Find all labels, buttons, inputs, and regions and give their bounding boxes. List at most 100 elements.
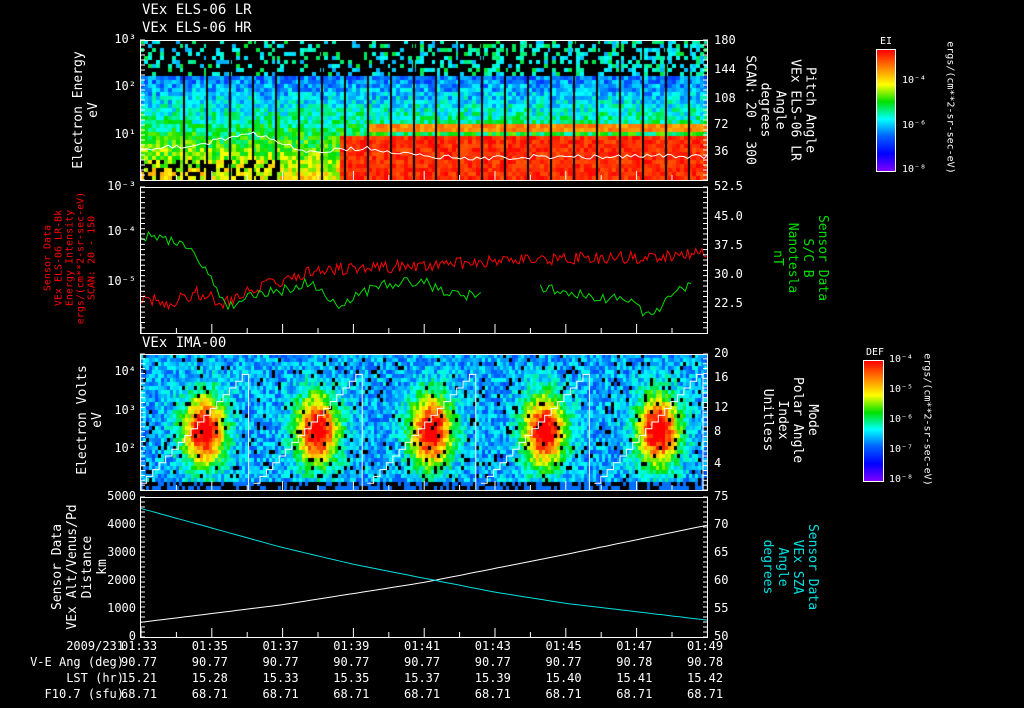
magnetic-field-line xyxy=(140,230,692,317)
panel2-ylabel: Sensor Data VEx ELS-06 LR-Bk Energy Inte… xyxy=(42,191,98,325)
panel4-ylabel: Sensor Data VEx Alt/Venus/Pd Distance km xyxy=(50,504,110,630)
panel1-right-ylabel: Pitch Angle VEx ELS-06 LR Angle degrees … xyxy=(742,55,818,165)
tick-label: 52.5 xyxy=(714,179,743,193)
tick-label: 30.0 xyxy=(714,267,743,281)
row-value: 90.77 xyxy=(262,655,299,669)
row-value: 90.77 xyxy=(404,655,441,669)
tick-label: 10⁻⁵ xyxy=(107,274,136,288)
tick-label: 60 xyxy=(714,573,729,587)
row-value: 68.71 xyxy=(404,687,441,701)
polar-angle-index-line xyxy=(253,373,363,490)
colorbar-ei xyxy=(876,49,896,172)
tick-label: 36 xyxy=(714,144,729,158)
sza-line xyxy=(140,507,708,621)
tick-label: 10³ xyxy=(114,32,136,46)
pitch-angle-overlay xyxy=(140,131,708,161)
colorbar2-label: DEF xyxy=(866,347,885,358)
tick-label: 10⁴ xyxy=(114,364,136,378)
polar-angle-overlay xyxy=(140,373,704,490)
sensor-b-plot xyxy=(140,230,708,317)
tick-label: 72 xyxy=(714,117,729,131)
row-value: 68.71 xyxy=(545,687,582,701)
colorbar1-tick: 10⁻⁸ xyxy=(902,164,927,175)
row-value: 15.37 xyxy=(404,671,441,685)
tick-label: 2000 xyxy=(107,573,136,587)
row-label: LST (hr) xyxy=(66,671,124,685)
row-value: 68.71 xyxy=(262,687,299,701)
tick-label: 22.5 xyxy=(714,296,743,310)
colorbar1-units: ergs/(cm**2-sr-sec-eV) xyxy=(944,41,956,174)
row-value: 15.21 xyxy=(121,671,158,685)
panel2-right-ylabel: Sensor Data S/C B Nanotesla nT xyxy=(770,214,830,302)
energy-intensity-line xyxy=(140,246,708,311)
altitude-sza-plot xyxy=(140,507,708,623)
tick-label: 10⁻³ xyxy=(107,179,136,193)
panel1-ylabel: Electron Energy eV xyxy=(71,51,101,169)
row-label: V-E Ang (deg) xyxy=(30,655,124,669)
row-value: 68.71 xyxy=(121,687,158,701)
time-tick-label: 01:43 xyxy=(474,639,511,653)
tick-label: 4000 xyxy=(107,517,136,531)
tick-label: 55 xyxy=(714,601,729,615)
altitude-line xyxy=(140,524,708,623)
colorbar1-tick: 10⁻⁶ xyxy=(902,120,927,131)
tick-label: 37.5 xyxy=(714,238,743,252)
polar-angle-index-line xyxy=(367,373,477,490)
row-value: 90.77 xyxy=(121,655,158,669)
colorbar-def xyxy=(863,360,884,482)
row-value: 90.77 xyxy=(191,655,228,669)
colorbar2-tick: 10⁻⁸ xyxy=(889,474,914,485)
row-label: 2009/231 xyxy=(66,639,124,653)
panel4-right-ylabel: Sensor Data VEx SZA Angle degrees xyxy=(760,523,820,611)
row-value: 15.33 xyxy=(262,671,299,685)
tick-label: 144 xyxy=(714,62,736,76)
tick-label: 5000 xyxy=(107,489,136,503)
colorbar2-tick: 10⁻⁵ xyxy=(889,384,914,395)
row-value: 15.42 xyxy=(687,671,724,685)
time-tick-label: 01:37 xyxy=(262,639,299,653)
tick-label: 10³ xyxy=(114,403,136,417)
tick-label: 3000 xyxy=(107,545,136,559)
tick-label: 45.0 xyxy=(714,209,743,223)
colorbar1-tick: 10⁻⁴ xyxy=(902,75,927,86)
polar-angle-index-line xyxy=(594,373,704,490)
row-label: F10.7 (sfu) xyxy=(44,687,124,701)
tick-label: 4 xyxy=(714,456,722,470)
colorbar2-units: ergs/(cm**2-sr-sec-eV) xyxy=(921,353,933,486)
tick-label: 10¹ xyxy=(114,127,136,141)
panel1-title-hr: VEx ELS-06 HR xyxy=(142,20,252,36)
row-value: 68.71 xyxy=(474,687,511,701)
tick-label: 70 xyxy=(714,517,729,531)
tick-label: 180 xyxy=(714,33,736,47)
row-value: 15.41 xyxy=(616,671,653,685)
tick-label: 75 xyxy=(714,489,729,503)
row-value: 90.78 xyxy=(616,655,653,669)
time-tick-label: 01:47 xyxy=(616,639,653,653)
time-tick-label: 01:49 xyxy=(687,639,724,653)
colorbar2-tick: 10⁻⁶ xyxy=(889,414,914,425)
tick-label: 10⁻⁴ xyxy=(107,224,136,238)
row-value: 15.28 xyxy=(191,671,228,685)
time-tick-label: 01:35 xyxy=(191,639,228,653)
row-value: 15.39 xyxy=(474,671,511,685)
tick-label: 0 xyxy=(128,629,136,643)
tick-label: 16 xyxy=(714,370,729,384)
row-value: 90.77 xyxy=(545,655,582,669)
row-value: 68.71 xyxy=(687,687,724,701)
panel3-right-ylabel: Mode Polar Angle Index Unitless xyxy=(760,376,820,464)
tick-label: 10² xyxy=(114,441,136,455)
row-value: 68.71 xyxy=(333,687,370,701)
panel1-title-lr: VEx ELS-06 LR xyxy=(142,2,252,18)
panel3-ylabel: Electron Volts eV xyxy=(75,365,105,475)
row-value: 68.71 xyxy=(616,687,653,701)
row-value: 90.78 xyxy=(687,655,724,669)
tick-label: 65 xyxy=(714,545,729,559)
tick-label: 8 xyxy=(714,424,722,438)
colorbar2-tick: 10⁻⁷ xyxy=(889,444,914,455)
time-tick-label: 01:41 xyxy=(404,639,441,653)
pitch-angle-line xyxy=(140,131,708,161)
polar-angle-index-line xyxy=(480,373,590,490)
tick-label: 108 xyxy=(714,91,736,105)
row-value: 15.35 xyxy=(333,671,370,685)
colorbar1-label: EI xyxy=(880,36,893,47)
